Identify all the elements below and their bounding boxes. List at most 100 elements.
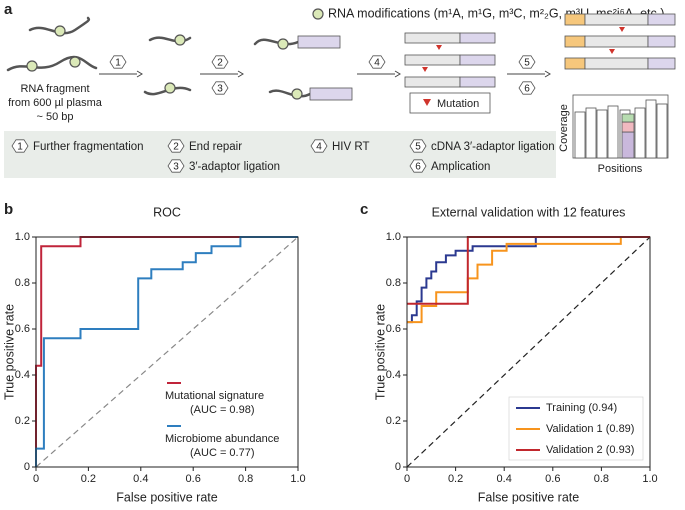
adaptor [459, 76, 496, 88]
y-tick-label: 0 [24, 461, 30, 473]
coverage-bar [596, 109, 608, 159]
mutation-icon [423, 99, 431, 106]
legend-label: Validation 2 (0.93) [546, 444, 634, 456]
mutation-icon [436, 45, 442, 50]
step-hexagon [211, 81, 229, 95]
y-axis-label: True positive rate [373, 304, 387, 400]
step-hexagon [11, 139, 29, 153]
step-number: 1 [115, 58, 121, 69]
step-hexagon [310, 139, 328, 153]
x-tick-label: 1.0 [290, 473, 305, 485]
adaptor [647, 13, 676, 26]
step-hexagon [409, 139, 427, 153]
step-number: 1 [17, 142, 23, 153]
plot-frame [35, 236, 299, 468]
source-text: from 600 µl plasma [8, 97, 103, 109]
x-tick-label: 0 [33, 473, 39, 485]
y-tick-label: 0.2 [15, 415, 30, 427]
x-axis-label: False positive rate [478, 490, 579, 504]
step-number: 6 [415, 162, 421, 173]
panel-label: a [4, 1, 13, 18]
y-axis-label: True positive rate [2, 304, 16, 400]
source-text: ~ 50 bp [36, 111, 73, 123]
y-tick-label: 0.6 [386, 323, 401, 335]
adaptor [459, 32, 496, 44]
coverage-bar [607, 105, 619, 159]
modification [174, 34, 186, 46]
reference-line [35, 236, 299, 468]
cdna [404, 76, 461, 88]
plot-frame [406, 236, 651, 468]
roc-line [407, 236, 650, 324]
y-tick-label: 0.2 [386, 415, 401, 427]
legend-label: Mutational signature [165, 390, 264, 402]
mutation-icon [619, 27, 625, 32]
step-hexagon [167, 139, 185, 153]
mutation-box [409, 92, 491, 114]
step-number: 5 [415, 142, 421, 153]
adaptor [647, 35, 676, 48]
y-tick-label: 0.4 [15, 369, 30, 381]
legend-label: Training (0.94) [546, 402, 617, 414]
modification [54, 25, 66, 37]
coverage-plot [572, 94, 669, 159]
roc-line [407, 236, 650, 324]
modification [26, 60, 38, 72]
legend-label: Validation 1 (0.89) [546, 423, 634, 435]
panel-label: c [360, 201, 368, 218]
step-label: Amplication [431, 161, 490, 173]
rna [253, 38, 300, 46]
modification [164, 82, 176, 94]
cdna [584, 13, 649, 26]
y-tick-label: 0.8 [386, 277, 401, 289]
adaptor [564, 35, 586, 48]
y-tick-label: 0 [395, 461, 401, 473]
coverage-bar [634, 107, 646, 159]
coverage-label: Coverage [558, 104, 570, 152]
x-tick-label: 0.2 [81, 473, 96, 485]
reference-line [406, 236, 651, 468]
adaptor [564, 13, 586, 26]
x-tick-label: 0.2 [448, 473, 463, 485]
y-tick-label: 0.6 [15, 323, 30, 335]
coverage-bar [645, 99, 657, 159]
step-label: End repair [189, 141, 242, 153]
x-tick-label: 0.6 [186, 473, 201, 485]
step-number: 5 [524, 58, 530, 69]
positions-label: Positions [598, 163, 643, 175]
panel-label: b [4, 201, 13, 218]
step-number: 4 [316, 142, 322, 153]
step-label: cDNA 3′-adaptor ligation [431, 141, 555, 153]
y-tick-label: 0.8 [15, 277, 30, 289]
chart-title: External validation with 12 features [432, 205, 626, 219]
step-number: 4 [374, 58, 380, 69]
x-tick-label: 0.8 [238, 473, 253, 485]
step-label: Further fragmentation [33, 141, 144, 153]
step-hexagon [167, 159, 185, 173]
coverage-part [621, 121, 635, 133]
modification [277, 38, 289, 50]
legend-auc: (AUC = 0.77) [190, 447, 255, 459]
rna [148, 36, 192, 43]
coverage-bar [574, 111, 586, 159]
y-tick-label: 1.0 [15, 231, 30, 243]
modification [69, 56, 81, 68]
step-hexagon [409, 159, 427, 173]
step-hexagon [518, 55, 536, 69]
step-legend-box [4, 131, 556, 178]
x-tick-label: 0.4 [497, 473, 512, 485]
arrowhead [544, 70, 551, 78]
coverage-bar [656, 103, 668, 159]
coverage-bar [585, 107, 597, 159]
rna [6, 55, 98, 72]
roc-line [35, 236, 298, 467]
source-text: RNA fragment [20, 83, 89, 95]
modification-icon [312, 8, 324, 20]
library-rows [564, 13, 676, 70]
x-tick-label: 0 [404, 473, 410, 485]
arrowhead [136, 70, 143, 78]
arrows [99, 70, 551, 78]
x-tick-label: 0.8 [594, 473, 609, 485]
y-tick-label: 0.4 [386, 369, 401, 381]
coverage-part [621, 113, 635, 123]
